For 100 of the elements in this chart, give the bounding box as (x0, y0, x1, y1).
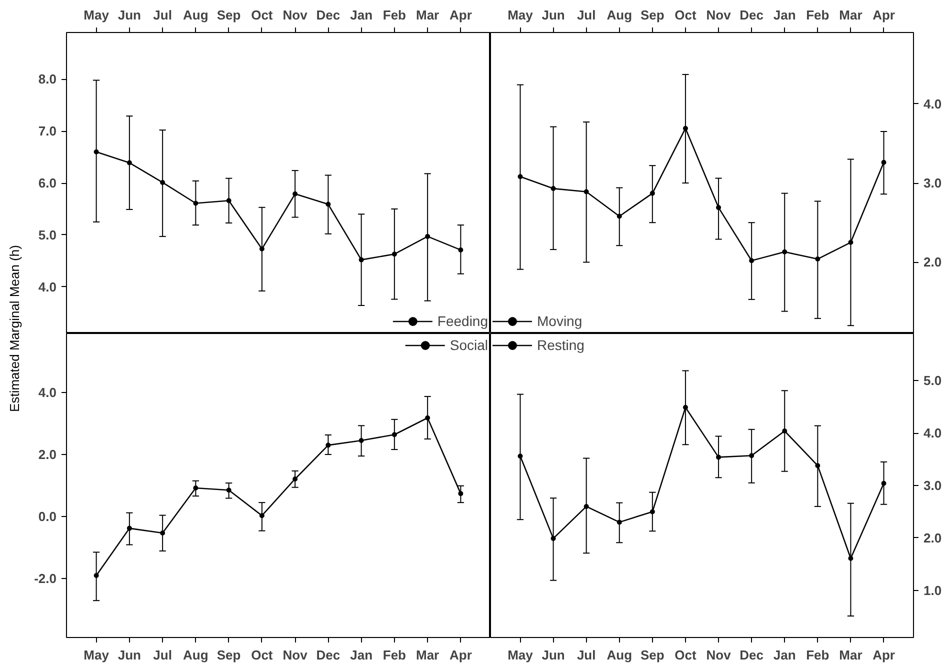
x-tick-label: Mar (839, 648, 862, 662)
y-tick-label: 4.0 (924, 96, 942, 112)
x-tick-label: Feb (382, 648, 406, 662)
x-tick-label: Oct (251, 8, 274, 22)
x-tick-label: Sep (216, 648, 241, 662)
y-tick-label: 4.0 (924, 426, 942, 441)
point (848, 240, 854, 245)
point (518, 454, 523, 459)
point (292, 476, 298, 482)
point (326, 442, 331, 448)
point (518, 174, 523, 180)
x-tick-label: Apr (449, 648, 472, 662)
y-tick-label: 3.0 (924, 478, 942, 493)
x-tick-label: Aug (183, 8, 208, 22)
y-tick-label: 7.0 (38, 124, 57, 139)
legend-label: Feeding (437, 313, 488, 329)
x-tick-label: Jul (576, 8, 596, 22)
x-tick-label: Aug (606, 648, 632, 662)
y-axis-title: Estimated Marginal Mean (h) (7, 245, 22, 412)
y-tick-label: 2.0 (924, 530, 942, 546)
point (226, 198, 232, 204)
point (815, 463, 820, 468)
point (193, 200, 198, 206)
point (584, 504, 589, 509)
point (716, 454, 722, 460)
point (550, 536, 556, 541)
x-tick-label: Aug (606, 8, 632, 22)
x-tick-label: Mar (416, 648, 440, 662)
x-tick-label: Oct (674, 648, 697, 662)
point (358, 257, 364, 262)
x-tick-label: Jun (118, 648, 142, 662)
point (782, 428, 788, 434)
x-tick-label: Dec (316, 648, 340, 662)
point (160, 530, 166, 536)
x-tick-label: Nov (282, 8, 308, 22)
point (126, 160, 132, 166)
x-tick-label: Jul (153, 8, 172, 22)
point (292, 191, 298, 196)
x-tick-label: Apr (449, 8, 472, 22)
point (126, 526, 132, 531)
x-tick-label: Jan (350, 648, 373, 662)
y-tick-label: 5.0 (924, 373, 942, 388)
y-tick-label: 1.0 (924, 582, 942, 598)
x-tick-label: Dec (740, 648, 764, 662)
x-tick-label: Dec (740, 8, 764, 22)
y-tick-label: 4.0 (38, 279, 57, 294)
point (616, 214, 622, 219)
point (160, 180, 166, 185)
point (616, 520, 622, 525)
point (458, 491, 464, 496)
y-tick-label: -2.0 (34, 571, 57, 586)
x-tick-label: Aug (183, 648, 208, 662)
x-tick-label: Jan (350, 8, 373, 22)
point (193, 485, 198, 490)
point (881, 480, 886, 486)
x-tick-label: Sep (640, 648, 664, 662)
x-tick-label: Nov (706, 648, 732, 662)
legend-label: Moving (537, 313, 582, 329)
point (259, 513, 264, 518)
point (425, 234, 430, 239)
y-tick-label: 6.0 (38, 176, 57, 190)
y-tick-label: 2.0 (38, 446, 57, 462)
text: Resting (537, 337, 584, 353)
x-tick-label: Apr (872, 8, 895, 22)
x-tick-label: May (508, 8, 534, 22)
x-tick-label: Feb (382, 8, 406, 22)
y-tick-label: 3.0 (924, 176, 942, 190)
point (749, 258, 754, 264)
point (458, 247, 464, 252)
y-tick-label: 0.0 (38, 509, 57, 524)
point (425, 415, 430, 420)
y-tick-label: 8.0 (38, 72, 57, 87)
x-tick-label: Sep (216, 8, 241, 22)
x-tick-label: Jan (773, 8, 796, 22)
point (716, 205, 722, 210)
x-tick-label: Oct (674, 8, 697, 22)
x-tick-label: Jan (773, 648, 796, 662)
x-tick-label: Feb (806, 648, 830, 662)
y-tick-label: 2.0 (924, 254, 942, 270)
point (226, 488, 232, 493)
legend-label: Social (450, 337, 488, 353)
x-tick-label: Mar (839, 8, 862, 22)
x-tick-label: Nov (706, 8, 732, 22)
point (94, 149, 99, 154)
x-tick-label: Mar (416, 8, 440, 22)
x-tick-label: May (84, 8, 110, 22)
x-tick-label: Jun (542, 8, 565, 22)
point (392, 252, 397, 257)
point (550, 186, 556, 192)
x-tick-label: Jun (118, 8, 142, 22)
point (650, 509, 655, 514)
point (650, 190, 655, 196)
x-tick-label: May (84, 648, 110, 662)
point (259, 246, 264, 252)
point (815, 256, 820, 262)
x-tick-label: Jul (153, 648, 172, 662)
point (848, 556, 854, 561)
point (749, 453, 754, 458)
x-tick-label: Dec (316, 8, 340, 22)
x-tick-label: May (508, 648, 534, 662)
